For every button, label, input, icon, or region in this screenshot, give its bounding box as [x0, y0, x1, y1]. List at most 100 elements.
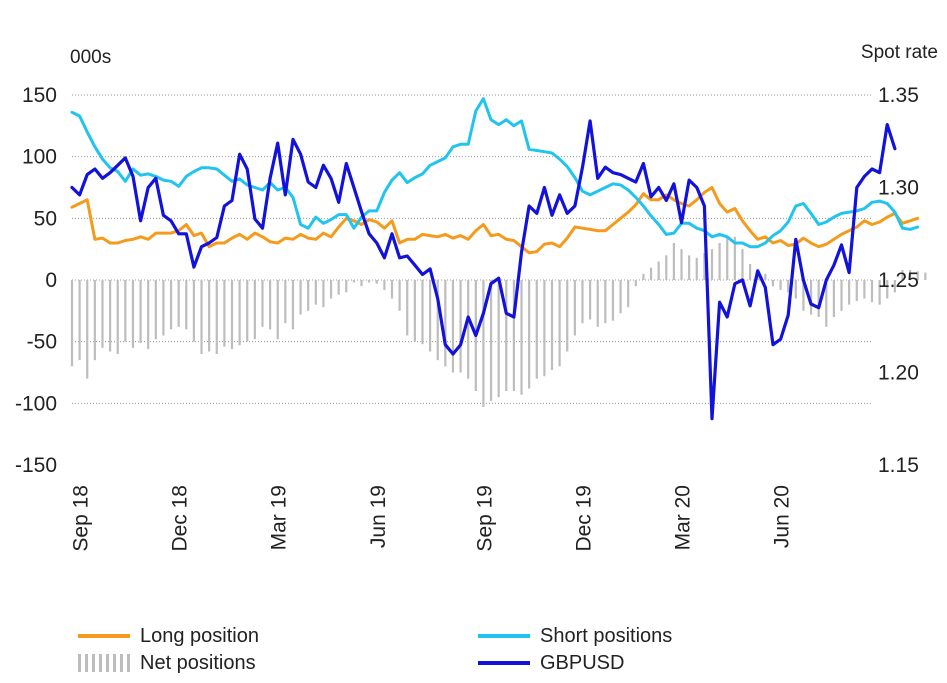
net-position-bar	[307, 280, 310, 311]
net-position-bar	[863, 280, 866, 299]
x-axis-tick-label: Jun 19	[367, 485, 390, 548]
net-position-bar	[741, 249, 744, 280]
long-position-line	[70, 186, 920, 255]
net-position-bar	[588, 280, 592, 320]
net-position-bar	[748, 263, 752, 280]
net-position-bar	[848, 280, 851, 305]
net-position-bar	[886, 280, 889, 299]
net-position-bar	[162, 280, 165, 336]
net-position-bar	[322, 280, 325, 308]
net-position-bar	[497, 280, 500, 398]
net-position-bar	[345, 280, 348, 293]
net-position-bar	[573, 280, 576, 336]
gridlines	[72, 94, 872, 404]
right-axis-tick-label: 1.35	[878, 84, 919, 107]
net-position-bar	[619, 280, 622, 314]
right-axis-tick-label: 1.15	[878, 454, 919, 477]
left-axis-tick-label: 150	[22, 84, 57, 107]
right-axis-tick-label: 1.30	[878, 177, 919, 200]
net-position-bar	[223, 280, 226, 347]
net-position-bar	[695, 257, 698, 280]
net-position-bar	[421, 280, 424, 345]
net-position-bar	[627, 280, 630, 308]
net-position-bar	[230, 280, 234, 350]
right-axis-tick-label: 1.20	[878, 362, 919, 385]
net-position-bar	[108, 280, 112, 352]
net-position-bar	[634, 280, 637, 287]
x-axis-tick-label: Dec 18	[169, 485, 192, 552]
net-position-bar	[299, 280, 302, 315]
net-position-bar	[665, 255, 668, 280]
net-position-bar	[337, 280, 340, 295]
net-position-bar	[771, 280, 775, 287]
net-position-bar	[169, 280, 173, 330]
net-position-bar	[131, 280, 135, 348]
net-position-bar	[535, 280, 538, 379]
net-position-bar	[352, 280, 356, 283]
net-position-bar	[764, 273, 767, 280]
net-position-bar	[368, 280, 371, 283]
net-position-bar	[451, 280, 455, 373]
net-position-bar	[78, 280, 81, 361]
x-axis-tick-label: Jun 20	[771, 485, 794, 548]
left-axis-tick-label: 100	[22, 146, 57, 169]
net-position-bar	[787, 280, 790, 293]
net-position-bar	[817, 280, 820, 317]
net-position-bar	[489, 280, 493, 401]
net-position-bar	[482, 280, 485, 408]
net-position-bar	[878, 280, 881, 305]
net-position-bar	[710, 249, 714, 280]
net-position-bar	[657, 261, 660, 280]
net-position-bar	[268, 280, 272, 330]
x-axis-tick-label: Sep 19	[473, 485, 496, 552]
net-position-bar	[246, 280, 249, 342]
series-lines	[70, 97, 920, 421]
net-position-bar	[390, 280, 394, 299]
net-position-bar	[809, 280, 813, 315]
net-position-bar	[779, 280, 782, 290]
net-position-bar	[543, 280, 546, 377]
net-positions-bars	[70, 236, 927, 408]
net-position-bar	[916, 271, 919, 280]
net-position-bar	[733, 236, 736, 280]
x-axis-tick-label: Mar 20	[672, 485, 695, 550]
net-position-bar	[215, 280, 218, 354]
net-position-bar	[139, 280, 142, 343]
right-axis-unit: Spot rate	[861, 42, 938, 63]
net-position-bar	[276, 280, 279, 340]
net-position-bar	[284, 280, 287, 324]
net-position-bar	[101, 280, 104, 348]
net-position-bar	[512, 280, 516, 391]
net-position-bar	[672, 243, 676, 280]
net-position-bar	[93, 280, 96, 361]
short-positions-line	[70, 97, 920, 249]
net-position-bar	[329, 280, 333, 299]
net-position-bar	[802, 280, 805, 311]
net-position-bar	[192, 280, 196, 342]
net-position-bar	[116, 280, 119, 354]
net-position-bar	[238, 280, 241, 346]
net-position-bar	[550, 280, 554, 371]
left-axis-tick-label: -50	[27, 331, 57, 354]
net-position-bar	[436, 280, 439, 361]
left-axis-ticks: 150 100 50 0 -50 -100 -150	[15, 84, 57, 477]
net-position-bar	[459, 280, 462, 373]
net-position-bar	[604, 280, 607, 324]
net-position-bar	[688, 255, 691, 280]
x-axis-tick-label: Sep 18	[70, 485, 93, 552]
net-position-bar	[649, 267, 653, 280]
gbpusd-line	[70, 119, 897, 421]
left-axis-tick-label: -150	[15, 454, 57, 477]
net-position-bar	[642, 273, 645, 280]
right-axis-tick-label: 1.25	[878, 269, 919, 292]
net-position-bar	[611, 280, 615, 321]
left-axis-unit: 000s	[70, 47, 111, 68]
net-position-bar	[185, 280, 188, 330]
net-position-bar	[261, 280, 264, 327]
net-position-bar	[870, 280, 874, 303]
x-axis-ticks: Sep 18 Dec 18 Mar 19 Jun 19 Sep 19 Dec 19 Mar …	[70, 485, 794, 552]
right-axis-ticks: 1.35 1.30 1.25 1.20 1.15	[878, 84, 919, 477]
net-position-bar	[86, 280, 89, 379]
net-position-bar	[467, 280, 470, 379]
